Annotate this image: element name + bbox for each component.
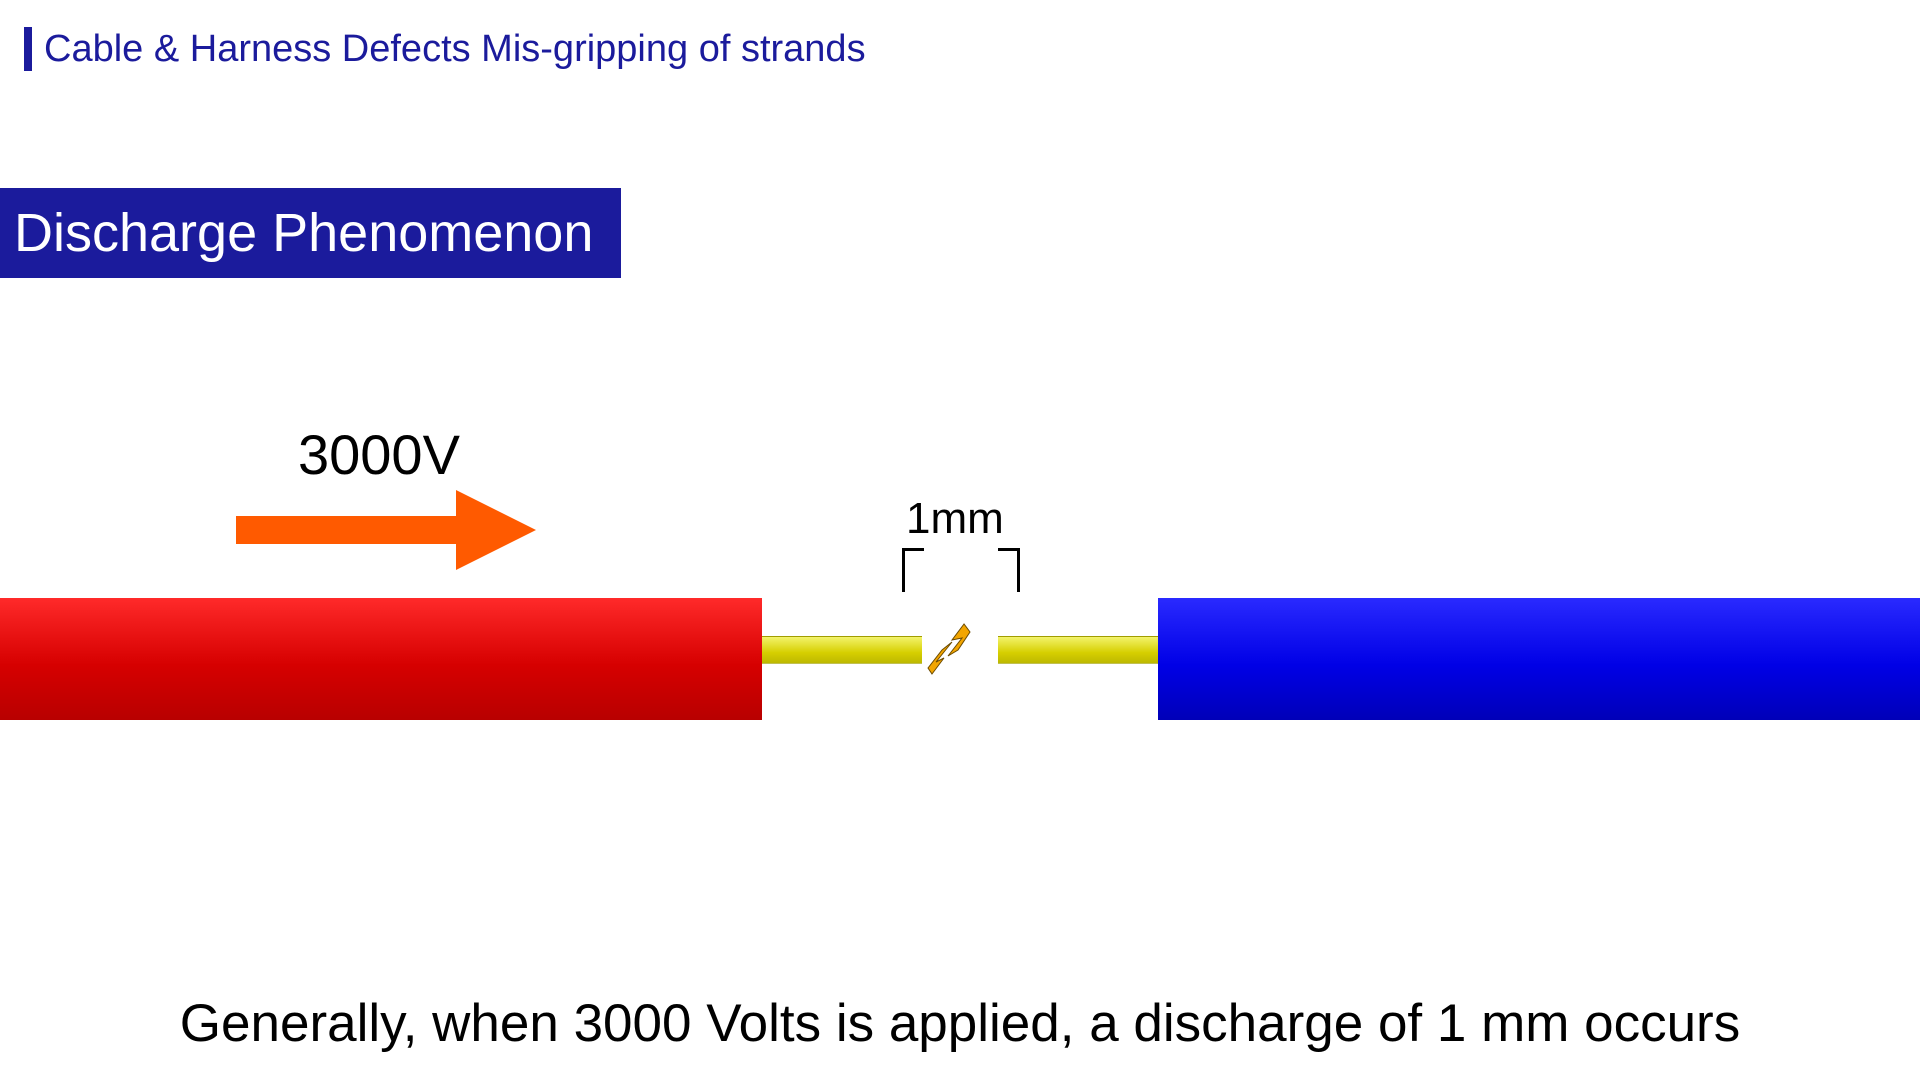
cable-insulation-blue [1158,598,1920,720]
gap-bracket-right-icon [998,548,1020,592]
discharge-spark-icon [918,620,1002,690]
conductor-wire-left [762,636,922,664]
slide-root: Cable & Harness Defects Mis-gripping of … [0,0,1920,1080]
voltage-arrow-icon [236,490,546,570]
slide-caption: Generally, when 3000 Volts is applied, a… [0,993,1920,1054]
cable-insulation-red [0,598,762,720]
gap-distance-label: 1mm [906,494,1004,544]
gap-bracket-left-icon [902,548,924,592]
conductor-wire-right [998,636,1158,664]
section-title-banner: Discharge Phenomenon [0,188,621,278]
page-header: Cable & Harness Defects Mis-gripping of … [24,26,866,72]
page-header-text: Cable & Harness Defects Mis-gripping of … [44,28,866,71]
voltage-label: 3000V [298,422,460,487]
header-accent-bar [24,27,32,71]
